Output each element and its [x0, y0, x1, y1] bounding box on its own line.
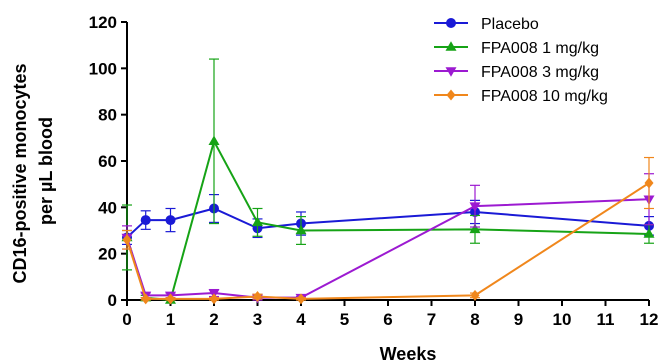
y-tick-label: 120 — [89, 13, 117, 32]
y-tick-label: 80 — [98, 106, 117, 125]
x-tick-label: 1 — [166, 310, 175, 329]
data-point — [296, 293, 306, 305]
y-tick-label: 40 — [98, 198, 117, 217]
y-axis-title: CD16-positive monocytes per µL blood — [10, 58, 56, 283]
data-point — [208, 135, 220, 146]
legend-label: Placebo — [481, 16, 539, 33]
legend-marker — [446, 18, 456, 28]
series-layer — [121, 58, 655, 305]
series-line — [126, 198, 650, 299]
data-point — [209, 293, 219, 305]
legend-label: FPA008 1 mg/kg — [481, 40, 599, 57]
y-axis-title-line-1: CD16-positive monocytes — [10, 63, 30, 283]
x-axis-title: Weeks — [380, 344, 437, 363]
x-tick-label: 10 — [553, 310, 572, 329]
data-point — [122, 234, 132, 246]
series-3 — [122, 156, 654, 305]
legend-marker — [445, 41, 457, 51]
legend-label: FPA008 10 mg/kg — [481, 88, 608, 105]
x-tick-label: 9 — [514, 310, 523, 329]
data-point — [295, 224, 307, 235]
data-point — [166, 293, 175, 305]
data-point — [470, 289, 480, 301]
y-tick-label: 0 — [108, 291, 117, 310]
x-tick-label: 7 — [427, 310, 436, 329]
x-tick-label: 0 — [122, 310, 131, 329]
data-point — [643, 228, 655, 238]
series-line — [126, 138, 650, 302]
series-2 — [121, 173, 655, 304]
x-tick-label: 3 — [253, 310, 262, 329]
x-tick-label: 11 — [597, 310, 615, 329]
data-point — [252, 216, 263, 227]
y-tick-label: 100 — [89, 59, 117, 78]
x-tick-label: 5 — [340, 310, 349, 329]
legend-label: FPA008 3 mg/kg — [481, 64, 599, 81]
y-tick-label: 20 — [98, 245, 117, 264]
legend-marker — [445, 67, 457, 77]
x-tick-label: 8 — [470, 310, 479, 329]
series-line — [126, 182, 650, 300]
x-tick-label: 12 — [640, 310, 659, 329]
y-axis-title-line-2: per µL blood — [36, 117, 56, 225]
legend: Placebo FPA008 1 mg/kg FPA008 3 mg/kg FPA00… — [434, 16, 608, 105]
x-tick-label: 6 — [383, 310, 392, 329]
x-tick-label: 4 — [296, 310, 306, 329]
data-point — [141, 293, 151, 305]
legend-marker — [446, 89, 456, 101]
data-point — [253, 291, 262, 303]
data-point — [644, 177, 654, 189]
y-tick-label: 60 — [98, 152, 117, 171]
data-point — [469, 223, 481, 234]
data-point — [140, 215, 151, 226]
data-point — [165, 215, 176, 226]
data-point — [469, 202, 481, 212]
x-tick-label: 2 — [209, 310, 218, 329]
